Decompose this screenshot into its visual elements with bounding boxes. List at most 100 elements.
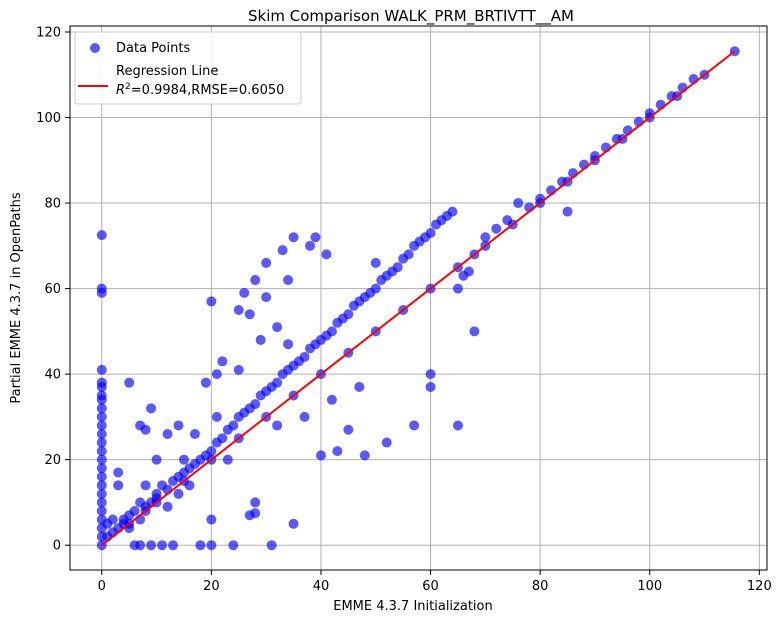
data-point xyxy=(107,514,118,525)
data-point xyxy=(326,326,337,337)
x-axis-title: EMME 4.3.7 Initialization xyxy=(333,599,492,614)
data-point xyxy=(206,446,217,457)
legend-label-data-points: Data Points xyxy=(116,41,190,56)
y-tick-label: 120 xyxy=(36,25,61,40)
x-tick-label: 120 xyxy=(747,579,772,594)
y-tick-label: 40 xyxy=(44,368,61,383)
y-tick-label: 0 xyxy=(53,539,61,554)
data-point xyxy=(96,505,107,516)
data-point xyxy=(217,356,228,367)
data-point xyxy=(425,227,436,238)
legend-label-regression-stats: R2=0.9984,RMSE=0.6050 xyxy=(116,82,284,98)
legend: Data Points Regression Line R2=0.9984,RM… xyxy=(74,31,302,105)
data-point xyxy=(315,450,326,461)
x-tick-label: 40 xyxy=(313,579,330,594)
data-point xyxy=(250,497,261,508)
data-point xyxy=(233,364,244,375)
data-point xyxy=(425,381,436,392)
data-point xyxy=(491,223,502,234)
data-point xyxy=(272,377,283,388)
data-point xyxy=(178,454,189,465)
data-point xyxy=(244,309,255,320)
data-point xyxy=(261,257,272,268)
data-point xyxy=(370,257,381,268)
data-point xyxy=(162,501,173,512)
data-point xyxy=(288,232,299,243)
data-point xyxy=(189,429,200,439)
data-point xyxy=(288,518,299,529)
data-point xyxy=(343,424,354,435)
x-tick-label: 80 xyxy=(532,579,549,594)
data-point xyxy=(463,266,474,277)
data-point xyxy=(96,480,107,491)
legend-box xyxy=(74,31,302,105)
data-point xyxy=(283,339,294,350)
data-point xyxy=(228,540,239,551)
data-point xyxy=(113,467,124,478)
data-point xyxy=(129,505,140,516)
y-axis-ticks: 0 20 40 60 80 100 120 xyxy=(36,25,70,554)
data-point xyxy=(469,326,480,337)
data-point xyxy=(211,369,222,380)
data-point xyxy=(206,514,217,525)
data-point xyxy=(146,403,157,414)
data-point xyxy=(96,377,107,388)
chart-title: Skim Comparison WALK_PRM_BRTIVTT__AM xyxy=(248,7,574,26)
data-point xyxy=(370,283,381,294)
data-point xyxy=(321,249,332,260)
data-point xyxy=(96,471,107,482)
data-point xyxy=(326,394,337,405)
plot-frame xyxy=(69,25,768,571)
data-point xyxy=(480,232,491,243)
data-point xyxy=(206,540,217,551)
data-point xyxy=(135,540,146,551)
data-point xyxy=(96,437,107,448)
legend-marker-data-points xyxy=(90,43,100,53)
data-point xyxy=(562,206,573,217)
x-tick-label: 60 xyxy=(422,579,439,594)
data-point xyxy=(359,450,370,461)
r2-superscript: 2 xyxy=(125,82,131,92)
data-point xyxy=(157,540,168,551)
r2-value: =0.9984,RMSE=0.6050 xyxy=(131,83,285,98)
data-point xyxy=(261,292,272,303)
data-point xyxy=(217,433,228,444)
data-point xyxy=(233,304,244,315)
x-tick-label: 20 xyxy=(203,579,220,594)
data-point xyxy=(343,309,354,320)
data-point xyxy=(96,420,107,431)
data-point xyxy=(96,230,107,241)
data-point xyxy=(211,411,222,422)
data-point xyxy=(173,488,184,499)
data-point xyxy=(250,508,261,519)
x-tick-label: 0 xyxy=(98,579,106,594)
y-tick-label: 60 xyxy=(44,282,61,297)
data-point xyxy=(96,429,107,439)
data-point xyxy=(425,369,436,380)
data-point xyxy=(452,420,463,431)
data-point xyxy=(310,232,321,243)
data-point xyxy=(277,245,288,256)
data-point xyxy=(250,399,261,410)
data-point xyxy=(272,322,283,333)
data-point xyxy=(206,296,217,307)
data-point xyxy=(96,454,107,465)
data-point xyxy=(96,497,107,508)
data-point xyxy=(96,390,107,401)
data-point xyxy=(332,446,343,457)
data-point xyxy=(272,420,283,431)
data-point xyxy=(392,262,403,273)
data-point xyxy=(447,206,458,217)
data-point xyxy=(96,446,107,457)
data-point xyxy=(140,480,151,491)
data-point xyxy=(381,437,392,448)
data-point xyxy=(354,381,365,392)
data-point xyxy=(96,283,107,294)
data-points xyxy=(96,46,740,551)
data-point xyxy=(173,420,184,431)
data-point xyxy=(299,411,310,422)
data-point xyxy=(96,463,107,474)
data-point xyxy=(513,198,524,209)
data-point xyxy=(195,540,206,551)
